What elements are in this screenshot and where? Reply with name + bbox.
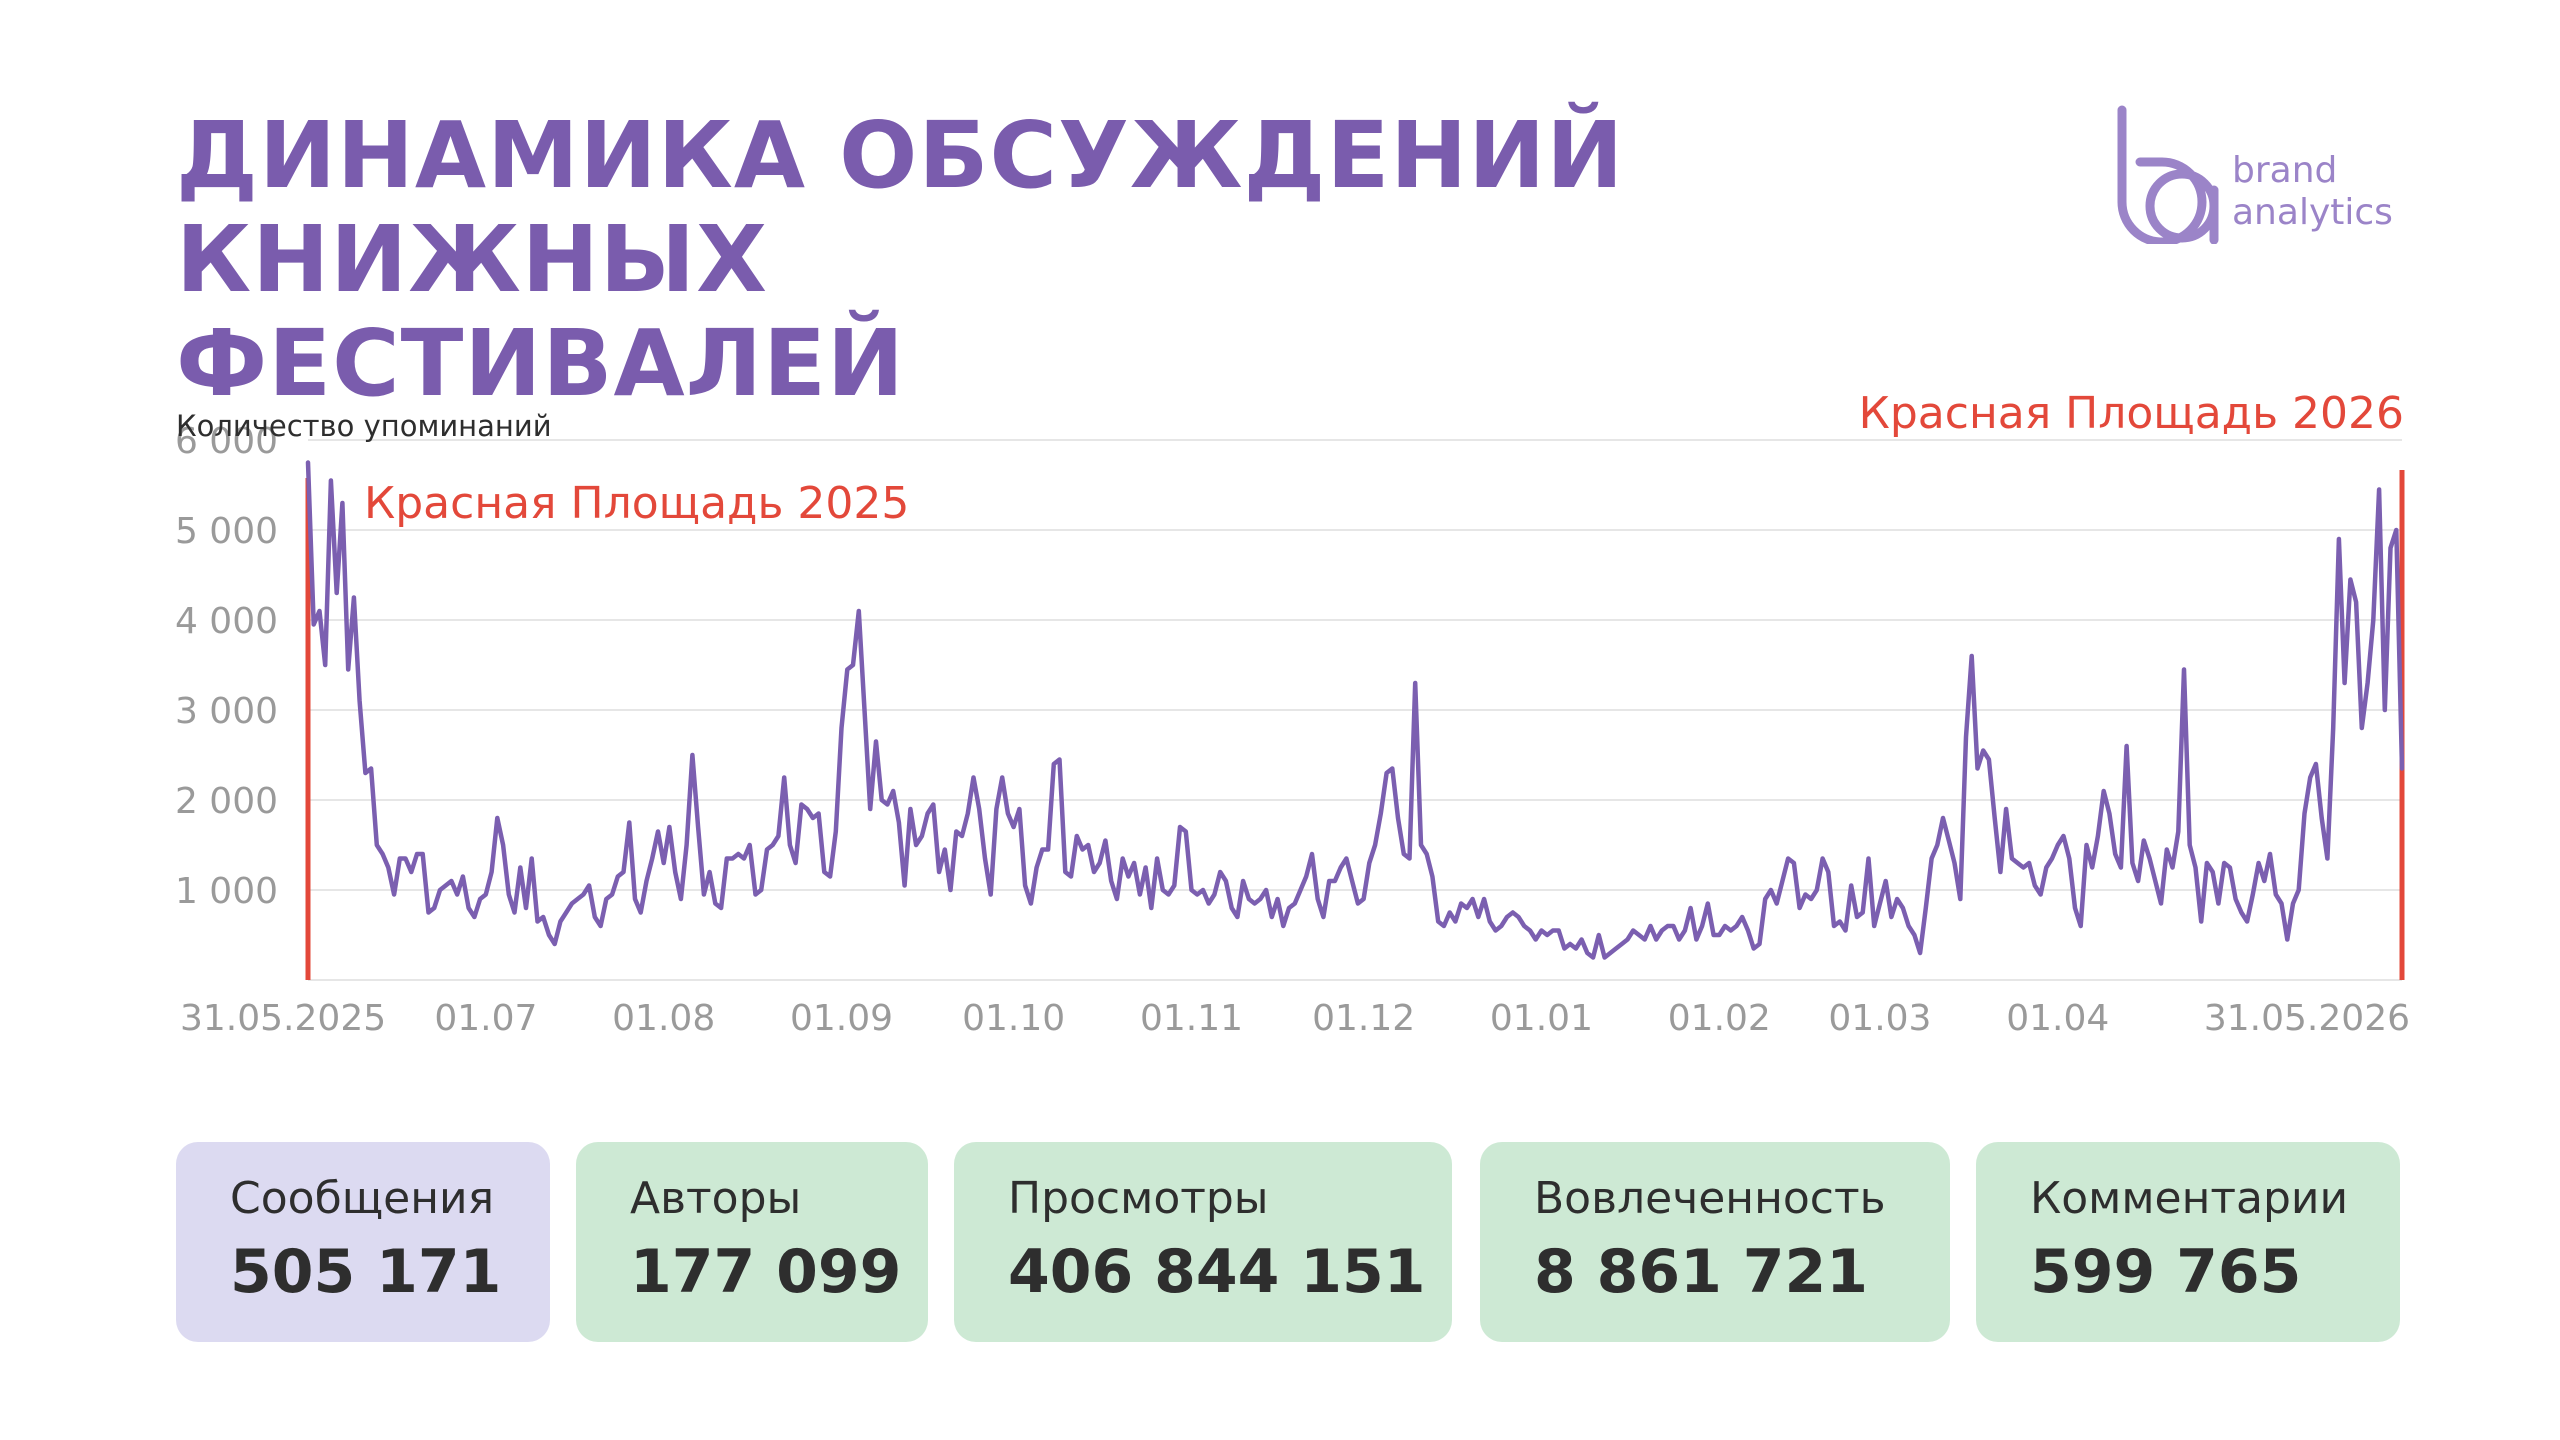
logo-mark-icon [2117,105,2219,244]
x-tick-label: 01.09 [790,998,893,1039]
y-tick-label: 6 000 [175,421,278,462]
y-tick-label: 2 000 [175,781,278,822]
y-tick-label: 4 000 [175,601,278,642]
y-tick-label: 5 000 [175,511,278,552]
y-axis-label: Количество упоминаний [176,409,552,443]
stat-label: Вовлеченность [1534,1173,1886,1224]
x-tick-label: 01.12 [1312,998,1415,1039]
stat-card: Просмотры 406 844 151 [954,1142,1452,1342]
stat-label: Просмотры [1008,1173,1269,1224]
logo-text-line-2: analytics [2232,192,2393,233]
x-tick-label: 01.08 [612,998,715,1039]
stat-card: Вовлеченность 8 861 721 [1480,1142,1950,1342]
mentions-line-chart: 1 000 2 000 3 000 4 000 5 000 6 000 31.05.202… [175,388,2410,1039]
stat-value: 505 171 [230,1237,502,1307]
stat-card: Авторы 177 099 [576,1142,928,1342]
x-tick-label: 01.02 [1668,998,1771,1039]
x-tick-label: 01.01 [1490,998,1593,1039]
event-markers: Красная Площадь 2025 Красная Площадь 2026 [305,388,2405,980]
logo-text-line-1: brand [2232,150,2338,191]
x-axis-ticks: 31.05.2025 01.07 01.08 01.09 01.10 01.11 01.12… [180,998,2410,1039]
chart-series [305,460,2405,960]
x-tick-label: 01.11 [1140,998,1243,1039]
title-line-1: ДИНАМИКА ОБСУЖДЕНИЙ КНИЖНЫХ [176,102,1625,313]
x-tick-label: 31.05.2025 [180,998,386,1039]
stat-value: 406 844 151 [1008,1237,1426,1307]
x-tick-label: 01.04 [2006,998,2109,1039]
stat-label: Сообщения [230,1173,495,1224]
event-marker-label: Красная Площадь 2026 [1859,388,2404,439]
logo-wordmark: brand analytics [2232,150,2393,234]
brand-analytics-logo [2117,105,2219,244]
stat-card: Комментарии 599 765 [1976,1142,2400,1342]
x-tick-label: 01.10 [962,998,1065,1039]
x-tick-label: 31.05.2026 [2204,998,2410,1039]
stat-value: 599 765 [2030,1237,2302,1307]
x-tick-label: 01.03 [1828,998,1931,1039]
y-tick-label: 3 000 [175,691,278,732]
stat-value: 8 861 721 [1534,1237,1869,1307]
y-tick-label: 1 000 [175,871,278,912]
stat-card: Сообщения 505 171 [176,1142,550,1342]
stat-value: 177 099 [630,1237,902,1307]
stats-cards: Сообщения 505 171 Авторы 177 099 Просмотры 40… [176,1142,2410,1342]
title-line-2: ФЕСТИВАЛЕЙ [176,310,905,417]
event-marker-label: Красная Площадь 2025 [364,478,909,529]
page-title: ДИНАМИКА ОБСУЖДЕНИЙ КНИЖНЫХ ФЕСТИВАЛЕЙ [176,104,2076,416]
series-line [305,460,2405,960]
stat-label: Комментарии [2030,1173,2349,1224]
x-tick-label: 01.07 [434,998,537,1039]
stat-label: Авторы [630,1173,802,1224]
chart-gridlines [308,439,2402,981]
y-axis-ticks: 1 000 2 000 3 000 4 000 5 000 6 000 [175,421,278,912]
